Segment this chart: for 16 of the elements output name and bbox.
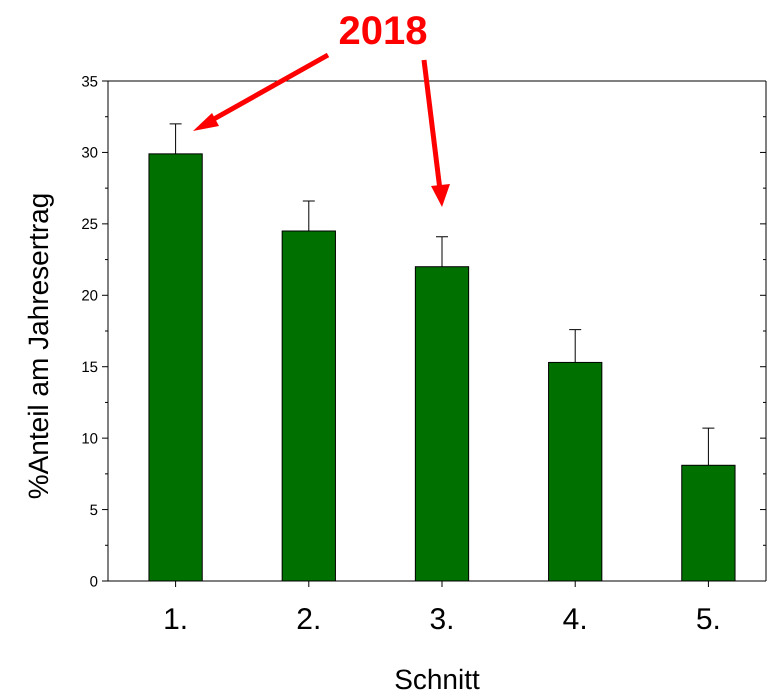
y-tick-label: 30 <box>81 144 98 162</box>
x-axis-title: Schnitt <box>394 664 480 695</box>
y-tick-label: 25 <box>81 216 98 234</box>
y-tick-label: 0 <box>90 573 98 590</box>
y-tick-label: 20 <box>81 288 98 305</box>
x-tick-label: 5. <box>696 603 721 636</box>
text: 2018 <box>338 9 428 53</box>
y-tick-label: 35 <box>81 73 98 90</box>
y-tick-label: 10 <box>81 430 98 448</box>
x-tick-label: 2. <box>296 603 322 636</box>
y-tick-label: 5 <box>90 502 98 519</box>
y-tick-label: 15 <box>81 358 98 376</box>
x-tick-label: 4. <box>562 603 588 636</box>
y-axis-title: %Anteil am Jahresertrag <box>23 192 54 500</box>
x-tick-label: 3. <box>429 603 455 636</box>
x-tick-label: 1. <box>163 603 188 636</box>
